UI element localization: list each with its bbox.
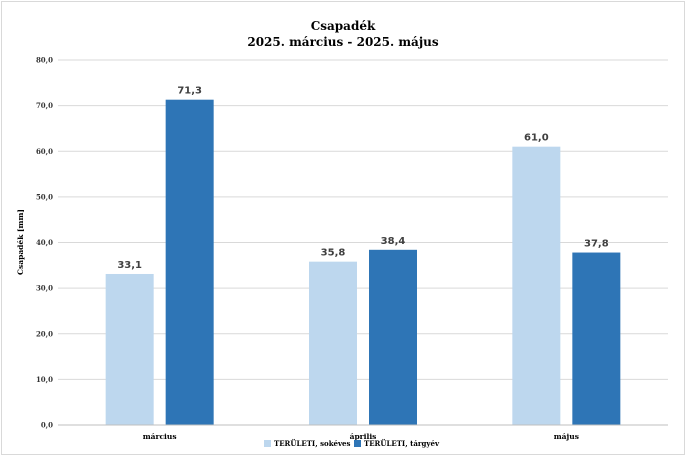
x-tick-label: április: [350, 432, 377, 441]
data-label: 35,8: [321, 248, 346, 259]
legend-swatch: [264, 440, 271, 447]
y-tick-label: 0,0: [41, 421, 53, 430]
bar: [105, 273, 154, 425]
bar: [572, 252, 621, 425]
legend-entry: TERÜLETI, tárgyév: [364, 439, 440, 448]
data-labels: 33,1 71,3 35,8 38,4 61,0 37,8: [117, 86, 608, 271]
bar: [512, 146, 561, 425]
y-tick-label: 30,0: [36, 284, 53, 293]
y-tick-label: 20,0: [36, 329, 53, 338]
data-label: 33,1: [117, 260, 142, 271]
y-tick-label: 40,0: [36, 238, 53, 247]
data-label: 38,4: [381, 236, 406, 247]
bar: [369, 249, 417, 425]
axes: 0,0 10,0 20,0 30,0 40,0 50,0 60,0 70,0 80,0 márci…: [36, 56, 668, 441]
chart-title: Csapadék: [311, 19, 376, 33]
bar: [309, 261, 357, 425]
y-axis-label: Csapadék [mm]: [16, 209, 25, 275]
bars: [105, 99, 621, 425]
gridlines: [58, 59, 668, 380]
legend-swatch: [354, 440, 361, 447]
x-tick-label: május: [554, 432, 579, 441]
data-label: 71,3: [177, 86, 202, 97]
x-tick-label: március: [143, 432, 177, 441]
chart-subtitle: 2025. március - 2025. május: [247, 35, 439, 49]
y-tick-label: 60,0: [36, 147, 53, 156]
y-tick-label: 80,0: [36, 56, 53, 65]
y-tick-label: 70,0: [36, 101, 53, 110]
data-label: 61,0: [524, 133, 549, 144]
y-tick-label: 10,0: [36, 375, 53, 384]
legend-entry: TERÜLETI, sokéves: [274, 439, 351, 448]
legend: TERÜLETI, sokéves TERÜLETI, tárgyév: [264, 439, 440, 448]
y-tick-label: 50,0: [36, 192, 53, 201]
data-label: 37,8: [584, 239, 609, 250]
bar: [165, 99, 214, 425]
